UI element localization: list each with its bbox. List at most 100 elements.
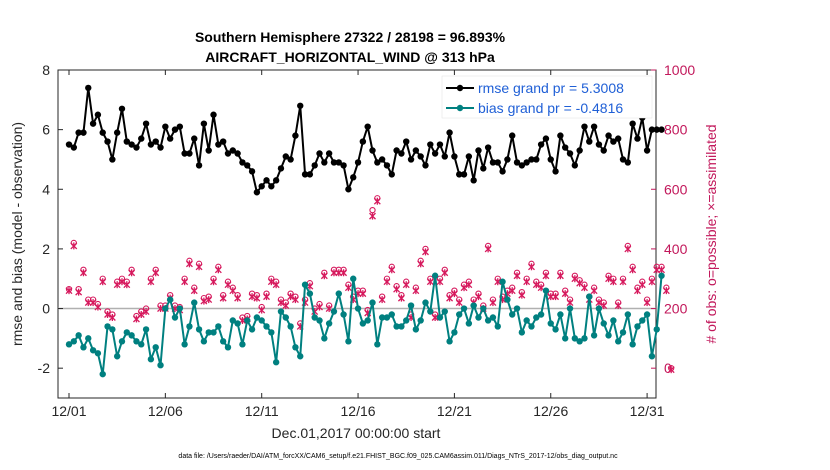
bias-series-point	[513, 305, 521, 312]
x-tick-label: 12/16	[341, 403, 376, 419]
assimilated-obs-point	[291, 296, 299, 304]
bias-series-point	[70, 338, 78, 345]
rmse-series-point	[301, 171, 309, 178]
bias-series-point	[292, 344, 299, 351]
bias-series-point	[350, 275, 357, 282]
rmse-series-point	[456, 171, 463, 178]
bias-series-point	[489, 314, 497, 321]
bias-series-point	[335, 290, 342, 297]
bias-series-point	[104, 323, 111, 330]
rmse-series-point	[417, 153, 424, 160]
assimilated-obs-point	[475, 293, 482, 301]
bias-series-point	[451, 329, 458, 336]
rmse-series-point	[634, 135, 641, 142]
rmse-series-point	[268, 183, 275, 190]
assimilated-obs-point	[147, 278, 155, 286]
bias-series-point	[253, 314, 261, 321]
rmse-series-point	[335, 159, 342, 166]
assimilated-obs-point	[253, 294, 261, 302]
assimilated-obs-point	[494, 278, 502, 286]
x-tick-label: 12/01	[51, 403, 86, 419]
assimilated-obs-point	[214, 266, 222, 274]
bias-series-point	[504, 296, 511, 303]
assimilated-obs-point	[542, 272, 550, 280]
rmse-series-point	[176, 123, 184, 130]
bias-series-point	[133, 338, 140, 345]
bias-series-point	[571, 335, 579, 342]
assimilated-obs-point	[561, 290, 569, 298]
rmse-series-point	[586, 138, 593, 145]
rmse-series-point	[340, 162, 347, 169]
bias-series-point	[248, 326, 256, 333]
assimilated-obs-point	[185, 260, 193, 268]
bias-series-point	[398, 323, 405, 330]
assimilated-obs-point	[518, 291, 526, 299]
rmse-series-point	[113, 129, 121, 136]
rmse-series-point	[210, 111, 217, 118]
assimilated-obs-point	[210, 278, 217, 286]
rmse-series-point	[253, 189, 261, 196]
rmse-series-point	[138, 135, 145, 142]
bias-series-point	[272, 359, 280, 366]
rmse-series-point	[364, 123, 371, 130]
bias-series-point	[239, 341, 246, 348]
bias-series-point	[210, 329, 217, 336]
chart-title: Southern Hemisphere 27322 / 28198 = 96.8…	[195, 29, 506, 45]
rmse-series-point	[600, 147, 607, 154]
bias-series-point	[566, 305, 574, 312]
rmse-series-point	[195, 162, 203, 169]
rmse-series-point	[142, 120, 150, 127]
bias-series-point	[436, 314, 444, 321]
rmse-series-point	[65, 141, 73, 148]
assimilated-obs-point	[412, 287, 420, 295]
assimilated-obs-point	[99, 278, 107, 286]
bias-series-point	[605, 332, 612, 339]
rmse-series-point	[85, 84, 92, 92]
rmse-series-point	[576, 147, 583, 154]
bias-series-point	[586, 293, 593, 300]
y-tick-label: -2	[38, 360, 51, 376]
rmse-series-point	[282, 153, 289, 160]
legend: rmse grand pr = 5.3008 bias grand pr = -…	[441, 75, 653, 119]
rmse-series-line	[68, 86, 662, 194]
assimilated-obs-point	[316, 303, 323, 311]
rmse-series-point	[200, 120, 208, 127]
rmse-series-point	[403, 138, 410, 145]
rmse-series-point	[422, 162, 429, 169]
bias-series-point	[113, 353, 121, 360]
rmse-series-point	[157, 144, 164, 151]
rmse-series-point	[99, 129, 106, 136]
assimilated-obs-point	[142, 308, 150, 316]
assimilated-obs-point	[638, 281, 646, 289]
bias-series-point	[330, 308, 338, 315]
bias-series-point	[301, 281, 309, 288]
bias-series-point	[287, 323, 294, 330]
bias-series-point	[215, 323, 222, 330]
rmse-series-point	[388, 171, 395, 178]
rmse-series-point	[118, 105, 126, 112]
rmse-series-point	[614, 135, 622, 142]
assimilated-obs-point	[489, 299, 497, 307]
rmse-series-point	[451, 153, 458, 160]
rmse-series-point	[412, 147, 420, 154]
series-layer	[65, 84, 675, 378]
rmse-series-point	[186, 150, 193, 157]
rmse-series-point	[316, 150, 323, 157]
x-tick-label: 12/21	[437, 403, 472, 419]
bias-series-point	[533, 314, 540, 321]
bias-series-point	[157, 362, 164, 369]
assimilated-obs-point	[123, 281, 131, 289]
rmse-series-point	[147, 141, 155, 148]
rmse-series-point	[595, 141, 603, 148]
assimilated-obs-point	[383, 278, 391, 286]
legend-rmse-text: rmse grand pr = 5.3008	[478, 80, 624, 96]
rmse-series-point	[325, 150, 333, 157]
assimilated-obs-point	[465, 281, 473, 289]
bias-series-point	[431, 272, 439, 279]
assimilated-obs-point	[373, 197, 381, 205]
y2-tick-label: 600	[664, 181, 688, 197]
rmse-series-point	[470, 177, 477, 184]
bias-series-point	[200, 338, 208, 345]
x-tick-label: 12/26	[533, 403, 568, 419]
assimilated-obs-point	[426, 278, 434, 286]
